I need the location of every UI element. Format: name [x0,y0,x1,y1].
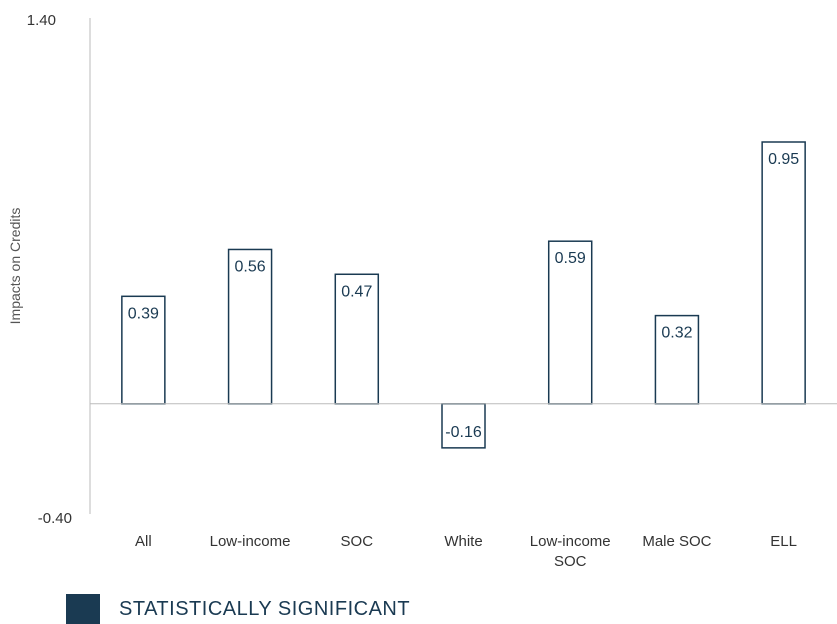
legend-label: STATISTICALLY SIGNIFICANT [119,597,411,620]
category-label-0: All [135,533,152,550]
bar-1 [227,248,273,405]
category-label-2: SOC [341,533,374,550]
legend: STATISTICALLY SIGNIFICANT [66,594,410,624]
value-label-4: 0.59 [555,250,586,267]
bar-6 [761,141,806,405]
value-label-5: 0.32 [661,325,692,342]
bar-3 [441,403,486,449]
y-axis-label: Impacts on Credits [7,208,23,325]
category-label-3: White [444,533,482,550]
bar-4 [547,240,593,405]
value-label-3: -0.16 [445,424,482,441]
category-label-6: ELL [770,533,797,550]
value-label-1: 0.56 [235,258,266,275]
y-tick-bottom: -0.40 [38,510,72,527]
category-label-1: Low-income [210,533,291,550]
value-label-0: 0.39 [128,305,159,322]
bar-chart: Impacts on Credits 1.40 -0.40 0.390.560.… [7,12,837,570]
y-tick-top: 1.40 [27,12,56,29]
legend-swatch [66,594,100,624]
category-label-4: Low-income SOC [530,533,611,570]
bar-5 [654,314,700,405]
bars-group [121,141,806,449]
category-label-5: Male SOC [642,533,711,550]
value-labels-group: 0.39 0.56 0.47 -0.16 0.59 0.32 0.95 [128,151,800,441]
value-label-6: 0.95 [768,151,799,168]
value-label-2: 0.47 [341,283,372,300]
